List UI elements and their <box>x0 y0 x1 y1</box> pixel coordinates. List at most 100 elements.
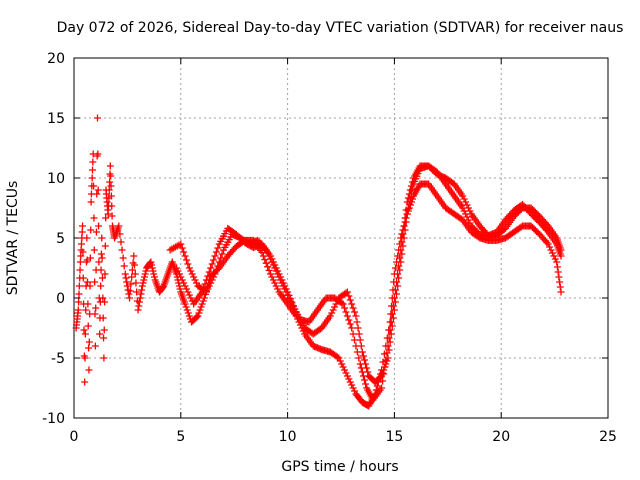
data-point <box>276 276 284 284</box>
data-point <box>386 326 394 334</box>
data-point <box>335 354 343 362</box>
data-point <box>81 354 89 362</box>
data-point <box>396 266 404 274</box>
data-point <box>556 278 564 286</box>
data-point <box>281 285 289 293</box>
data-point <box>265 266 273 274</box>
data-point <box>342 308 350 316</box>
data-point <box>553 263 561 271</box>
data-point <box>127 280 135 288</box>
data-point <box>550 252 558 260</box>
data-point <box>92 228 100 236</box>
data-point <box>393 290 401 298</box>
data-point <box>275 273 283 281</box>
data-point <box>351 336 359 344</box>
data-point <box>388 310 396 318</box>
data-point <box>188 270 196 278</box>
data-point <box>264 249 272 257</box>
data-point <box>553 258 561 266</box>
y-tick-label: 0 <box>56 291 65 307</box>
data-point <box>214 262 222 270</box>
data-point <box>274 285 282 293</box>
data-point <box>272 267 280 275</box>
data-point <box>381 363 389 371</box>
data-point <box>107 192 115 200</box>
data-point <box>76 258 84 266</box>
y-tick-label: 20 <box>47 51 65 67</box>
data-point <box>394 282 402 290</box>
data-point <box>187 294 195 302</box>
data-point <box>274 270 282 278</box>
data-point <box>195 309 203 317</box>
data-point <box>397 258 405 266</box>
data-point <box>140 273 148 281</box>
data-point <box>130 252 138 260</box>
data-point <box>207 264 215 272</box>
data-point <box>75 298 83 306</box>
data-point <box>105 186 113 194</box>
data-point <box>75 282 83 290</box>
data-point <box>400 222 408 230</box>
data-point <box>87 226 95 234</box>
data-point <box>184 260 192 268</box>
data-point <box>104 210 112 218</box>
y-tick-label: 15 <box>47 111 65 127</box>
data-point <box>389 302 397 310</box>
data-point <box>131 261 139 269</box>
data-point <box>81 378 89 386</box>
data-point <box>176 285 184 293</box>
data-point <box>193 313 201 321</box>
data-point <box>351 387 359 395</box>
data-point <box>136 298 144 306</box>
data-point <box>96 330 104 338</box>
data-point <box>126 294 134 302</box>
data-point <box>388 322 396 330</box>
data-point <box>359 352 367 360</box>
tick-labels: 0 5 10 15 20 25 -10 -5 0 5 10 15 20 <box>42 51 617 445</box>
data-point <box>546 243 554 251</box>
data-point <box>118 246 126 254</box>
data-point <box>401 214 409 222</box>
data-point <box>128 266 136 274</box>
data-point <box>95 222 103 230</box>
data-point <box>391 286 399 294</box>
data-point <box>331 303 339 311</box>
data-point <box>383 349 391 357</box>
data-point <box>123 278 131 286</box>
data-point <box>352 342 360 350</box>
data-point <box>89 158 97 166</box>
data-point <box>136 294 144 302</box>
data-point <box>346 378 354 386</box>
data-point <box>91 342 99 350</box>
data-point <box>174 267 182 275</box>
data-point <box>390 306 398 314</box>
data-point <box>355 354 363 362</box>
chart-title: Day 072 of 2026, Sidereal Day-to-day VTE… <box>57 20 624 36</box>
data-point <box>94 186 102 194</box>
data-point <box>404 194 412 202</box>
data-point <box>354 324 362 332</box>
data-point <box>406 201 414 209</box>
data-point <box>403 198 411 206</box>
data-point <box>543 226 551 234</box>
data-point <box>407 182 415 190</box>
data-point <box>345 375 353 383</box>
data-point <box>405 190 413 198</box>
data-point <box>272 282 280 290</box>
data-point <box>85 344 93 352</box>
data-point <box>150 270 158 278</box>
data-point <box>81 330 89 338</box>
data-point <box>398 250 406 258</box>
data-point <box>106 178 114 186</box>
data-point <box>555 273 563 281</box>
data-point <box>383 357 391 365</box>
data-point <box>214 244 222 252</box>
data-point <box>466 219 474 227</box>
data-point <box>185 312 193 320</box>
data-point <box>92 304 100 312</box>
data-point <box>207 279 215 287</box>
data-point <box>402 218 410 226</box>
data-point <box>98 234 106 242</box>
